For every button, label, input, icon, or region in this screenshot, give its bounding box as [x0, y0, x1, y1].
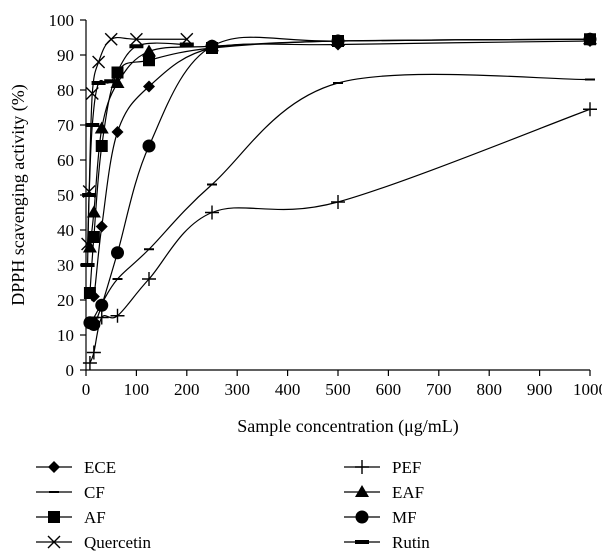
data-point-bar [82, 193, 97, 197]
data-point-circle [87, 318, 101, 331]
data-point-triangle [142, 44, 156, 57]
data-point-plus [583, 102, 597, 117]
x-tick-label: 500 [325, 380, 351, 399]
x-tick-label: 300 [224, 380, 250, 399]
legend-label: AF [84, 508, 106, 527]
data-point-diamond [111, 126, 124, 138]
data-point-triangle [94, 121, 109, 134]
data-point-plus [205, 205, 219, 220]
y-tick-label: 90 [57, 46, 74, 65]
x-axis-title: Sample concentration (μg/mL) [237, 416, 459, 437]
y-tick-label: 50 [57, 186, 74, 205]
data-point-circle [95, 298, 109, 312]
legend-item: Quercetin [36, 533, 152, 552]
legend-label: CF [84, 483, 105, 502]
series-line [89, 40, 591, 302]
legend-item: ECE [36, 458, 116, 477]
x-tick-label: 800 [476, 380, 502, 399]
legend-item: Rutin [344, 533, 430, 552]
x-tick-label: 100 [124, 380, 150, 399]
legend-label: PEF [392, 458, 421, 477]
legend: ECE PEF CF EAF AF MF Quercetin Rutin [36, 458, 430, 552]
data-point-diamond [143, 80, 155, 93]
series-line [89, 73, 591, 322]
series-line [89, 108, 591, 364]
legend-item: CF [36, 483, 105, 502]
legend-item: EAF [344, 483, 424, 502]
x-tick-label: 700 [426, 380, 452, 399]
data-point-bar [85, 123, 100, 127]
series-af [83, 33, 596, 299]
y-tick-label: 20 [57, 291, 74, 310]
series-cf [84, 73, 595, 322]
y-tick-label: 30 [57, 256, 74, 275]
y-tick-label: 100 [49, 11, 75, 30]
x-tick-label: 600 [376, 380, 402, 399]
data-point-square [95, 140, 108, 152]
data-point-bar [355, 540, 369, 544]
y-tick-label: 70 [57, 116, 74, 135]
data-point-plus [142, 272, 156, 286]
legend-label: EAF [392, 483, 424, 502]
data-point-x [92, 55, 106, 69]
data-point-bar [129, 44, 144, 49]
data-point-square [48, 511, 60, 523]
y-tick-label: 60 [57, 151, 74, 170]
data-point-triangle [86, 205, 101, 218]
series-ece [83, 35, 596, 303]
plot-area [80, 32, 597, 370]
legend-item: AF [36, 508, 106, 527]
y-axis-title: DPPH scavenging activity (%) [8, 84, 29, 305]
data-point-plus [110, 308, 125, 323]
data-point-circle [111, 246, 124, 260]
data-point-x [47, 535, 61, 549]
data-point-circle [583, 32, 597, 46]
data-point-square [83, 287, 96, 299]
data-point-triangle [355, 485, 369, 497]
data-point-plus [86, 345, 101, 360]
data-point-diamond [95, 220, 108, 233]
x-tick-label: 0 [82, 380, 91, 399]
data-point-x [104, 32, 118, 46]
x-tick-label: 200 [174, 380, 200, 399]
series-rutin [80, 42, 194, 267]
data-point-bar [179, 42, 194, 47]
data-point-circle [142, 139, 156, 153]
data-point-plus [355, 460, 369, 474]
data-point-x [129, 32, 143, 46]
data-point-circle [331, 34, 345, 48]
x-tick-label: 400 [275, 380, 301, 399]
series-pef [82, 102, 597, 370]
x-tick-label: 900 [527, 380, 553, 399]
legend-label: MF [392, 508, 417, 527]
series-mf [83, 32, 597, 331]
y-tick-label: 80 [57, 81, 74, 100]
data-point-circle [205, 39, 219, 53]
data-point-square [143, 54, 155, 67]
legend-label: ECE [84, 458, 116, 477]
data-point-plus [82, 356, 97, 370]
series-line [89, 38, 591, 294]
legend-label: Quercetin [84, 533, 152, 552]
series-line [89, 36, 591, 327]
y-tick-label: 0 [66, 361, 75, 380]
series-line [89, 38, 591, 248]
data-point-circle [355, 510, 369, 524]
y-tick-label: 40 [57, 221, 74, 240]
y-tick-label: 10 [57, 326, 74, 345]
legend-item: PEF [344, 458, 421, 477]
legend-label: Rutin [392, 533, 430, 552]
data-point-diamond [48, 461, 60, 473]
data-point-bar [91, 81, 106, 85]
data-point-plus [331, 195, 345, 209]
legend-item: MF [344, 508, 417, 527]
series-eaf [82, 32, 597, 253]
data-point-bar [104, 79, 119, 84]
data-point-bar [80, 263, 95, 267]
